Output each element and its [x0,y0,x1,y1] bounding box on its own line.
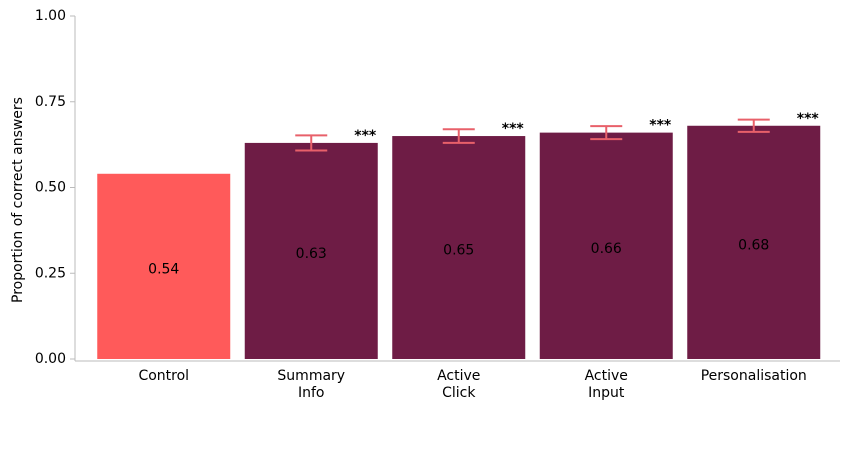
bar [244,142,378,359]
x-tick-label: Active Click [437,368,480,401]
y-tick-label: 0.00 [35,351,66,367]
bar [97,173,231,359]
bar [539,132,673,359]
x-tick-label-line: Personalisation [701,368,807,384]
x-tick-label: Personalisation [701,368,807,384]
significance-marker: *** [649,118,672,134]
y-axis-label: Proportion of correct answers [10,97,26,303]
significance-marker: *** [354,128,377,144]
bar [687,125,821,359]
value-label: 0.65 [443,243,474,259]
x-tick-label-line: Active [585,368,628,384]
y-tick-label: 0.75 [35,94,66,110]
bar [392,136,526,359]
y-tick-label: 1.00 [35,8,66,24]
x-tick-label: Active Input [585,368,628,401]
y-tick-label: 0.50 [35,180,66,196]
significance-marker: *** [502,121,525,137]
significance-marker: *** [797,111,820,127]
value-label: 0.66 [591,241,622,257]
x-tick-label-line: Click [442,385,476,401]
x-tick-label: Control [138,368,189,384]
x-tick-label: Summary Info [277,368,345,401]
x-tick-label-line: Input [588,385,625,401]
y-tick-label: 0.25 [35,265,66,281]
value-label: 0.63 [296,246,327,262]
x-tick-label-line: Control [138,368,189,384]
x-tick-label-line: Summary [277,368,345,384]
value-label: 0.54 [148,261,179,277]
x-tick-label-line: Active [437,368,480,384]
value-label: 0.68 [738,237,769,253]
x-tick-label-line: Info [298,385,325,401]
